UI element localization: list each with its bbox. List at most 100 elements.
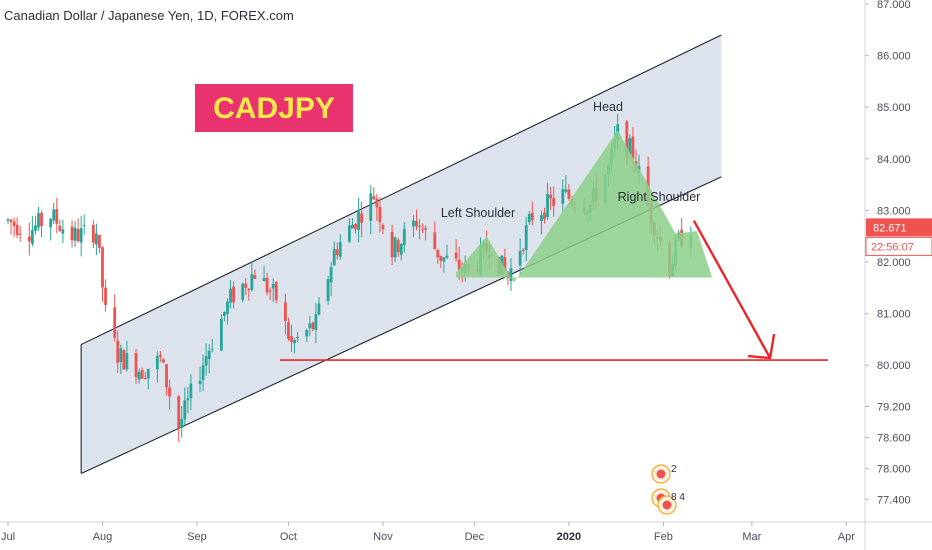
candle-body bbox=[308, 323, 312, 329]
candle-body bbox=[326, 279, 330, 302]
candle-body bbox=[104, 287, 107, 305]
candle-body bbox=[628, 138, 632, 154]
candle-body bbox=[549, 194, 553, 199]
candle-body bbox=[113, 307, 117, 338]
candle-body bbox=[189, 383, 193, 399]
symbol-badge bbox=[195, 84, 353, 132]
candle-body bbox=[223, 311, 226, 316]
candle-body bbox=[378, 206, 382, 223]
candle-body bbox=[79, 228, 83, 243]
candle-body bbox=[287, 322, 290, 339]
candle-body bbox=[27, 236, 31, 242]
candle-body bbox=[76, 229, 80, 242]
candle-body bbox=[399, 244, 403, 255]
candle-body bbox=[381, 225, 385, 230]
candle-body bbox=[18, 233, 22, 235]
candle-body bbox=[219, 318, 223, 351]
candle-body bbox=[372, 196, 376, 200]
candle-body bbox=[134, 353, 138, 377]
candle-body bbox=[52, 209, 56, 221]
candle-body bbox=[457, 259, 461, 270]
candle-body bbox=[418, 225, 421, 227]
annotation-labels: CADJPY Canadian Dollar / Japanese Yen, 1D… bbox=[4, 8, 700, 220]
y-tick-label: 81.000 bbox=[877, 309, 911, 321]
candle-body bbox=[631, 136, 635, 159]
candle-body bbox=[335, 249, 339, 256]
candle-body bbox=[317, 303, 321, 315]
candle-body bbox=[369, 193, 373, 221]
candle-body bbox=[159, 354, 162, 357]
y-tick-label: 84.000 bbox=[877, 154, 911, 166]
candle-body bbox=[527, 214, 531, 223]
candle-body bbox=[143, 378, 147, 380]
y-tick-label: 77.400 bbox=[877, 494, 911, 506]
candle-body bbox=[49, 219, 53, 228]
candle-body bbox=[433, 232, 437, 249]
right-shoulder-label: Right Shoulder bbox=[618, 190, 701, 204]
candle-body bbox=[338, 242, 342, 257]
candle-body bbox=[311, 322, 315, 330]
candle-body bbox=[37, 213, 40, 228]
candle-body bbox=[247, 288, 251, 290]
candle-body bbox=[390, 231, 394, 258]
candle-body bbox=[329, 267, 333, 283]
candle-body bbox=[552, 198, 556, 206]
candle-body bbox=[12, 221, 16, 226]
candle-body bbox=[244, 283, 248, 288]
candle-body bbox=[274, 282, 278, 301]
y-tick-label: 78.000 bbox=[877, 463, 911, 475]
candle-body bbox=[421, 229, 424, 231]
candle-body bbox=[625, 121, 629, 157]
candle-body bbox=[396, 240, 400, 253]
candle-body bbox=[360, 213, 364, 223]
candle-body bbox=[204, 356, 208, 366]
candle-body bbox=[314, 314, 318, 330]
candle-body bbox=[82, 225, 86, 227]
candle-body bbox=[564, 189, 568, 193]
candle-body bbox=[201, 365, 205, 380]
candle-body bbox=[91, 224, 95, 243]
candle-body bbox=[241, 283, 245, 300]
candle-body bbox=[198, 380, 202, 385]
candle-body bbox=[265, 277, 269, 293]
event-marker-dot bbox=[662, 500, 672, 510]
channel-upper-line[interactable] bbox=[80, 34, 722, 346]
candle-body bbox=[207, 350, 211, 359]
arrow-shaft[interactable] bbox=[692, 220, 772, 359]
x-tick-label: Sep bbox=[187, 531, 207, 543]
candle-body bbox=[262, 278, 266, 282]
candle-body bbox=[122, 350, 126, 370]
candle-body bbox=[518, 251, 522, 266]
y-tick-label: 86.000 bbox=[877, 51, 911, 63]
candle-body bbox=[375, 198, 379, 208]
countdown-label: 22:56:07 bbox=[871, 241, 914, 253]
candle-body bbox=[454, 252, 458, 259]
candle-body bbox=[561, 189, 565, 204]
candle-body bbox=[442, 257, 446, 262]
pattern-fill bbox=[456, 130, 713, 283]
candle-body bbox=[140, 369, 144, 379]
candle-body bbox=[354, 224, 357, 230]
candle-body bbox=[503, 257, 507, 271]
candle-body bbox=[137, 371, 141, 380]
x-tick-label: Apr bbox=[838, 531, 855, 543]
candle-body bbox=[177, 396, 181, 429]
x-tick-label: 2020 bbox=[557, 531, 581, 543]
candle-body bbox=[30, 230, 34, 244]
symbol-badge-label: CADJPY bbox=[213, 92, 335, 125]
candle-body bbox=[253, 274, 257, 279]
candle-body bbox=[168, 387, 171, 397]
x-tick-label: Mar bbox=[742, 531, 761, 543]
x-tick-label: Jul bbox=[1, 531, 15, 543]
candle-body bbox=[183, 400, 187, 420]
candle-body bbox=[162, 359, 165, 363]
x-tick-label: Oct bbox=[280, 531, 297, 543]
event-marker-count: 8 4 bbox=[671, 492, 685, 503]
candle-body bbox=[186, 398, 190, 401]
head-label: Head bbox=[593, 100, 623, 114]
candle-body bbox=[229, 288, 232, 303]
candle-body bbox=[146, 368, 150, 379]
candle-body bbox=[296, 336, 299, 338]
